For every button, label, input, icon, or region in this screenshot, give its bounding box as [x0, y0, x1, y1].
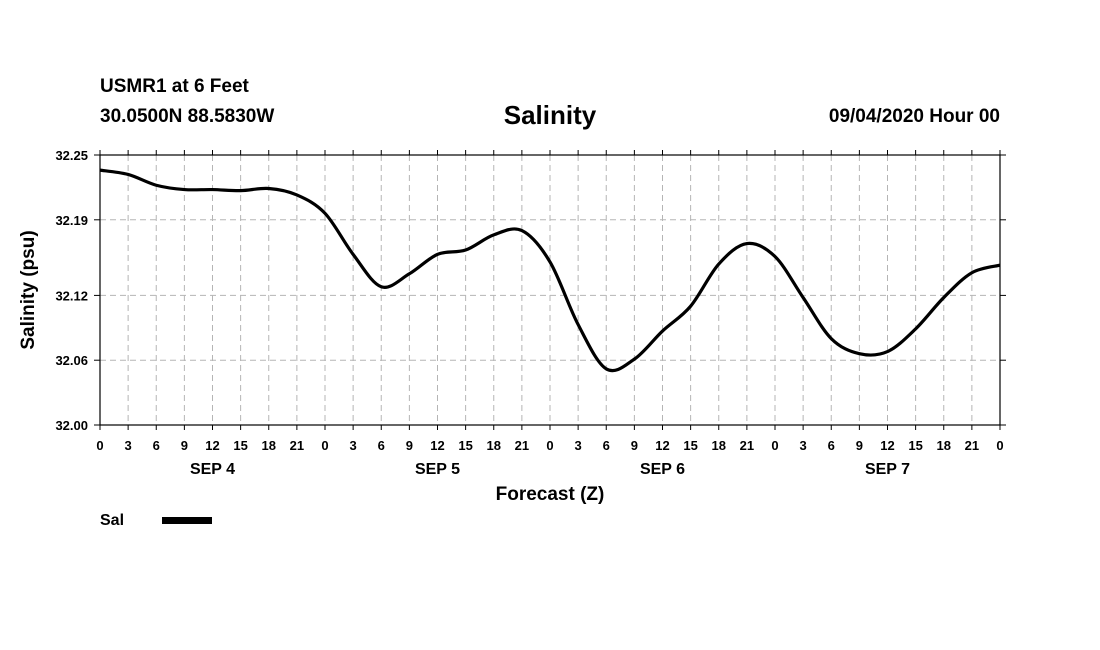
y-tick-label: 32.25	[55, 148, 88, 163]
station-coordinates: 30.0500N 88.5830W	[100, 106, 275, 127]
x-tick-label: 12	[655, 438, 669, 453]
x-tick-label: 0	[771, 438, 778, 453]
series-line-sal	[99, 168, 1001, 373]
day-label: SEP 6	[640, 461, 685, 478]
y-axis-ticks: 32.00 32.06 32.12 32.19 32.25	[55, 148, 1006, 433]
x-tick-label: 3	[800, 438, 807, 453]
x-tick-label: 3	[125, 438, 132, 453]
y-axis-label: Salinity (psu)	[18, 230, 39, 349]
day-label: SEP 7	[865, 461, 910, 478]
x-tick-label: 12	[880, 438, 894, 453]
x-tick-label: 3	[350, 438, 357, 453]
x-tick-label: 15	[458, 438, 472, 453]
x-tick-label: 9	[631, 438, 638, 453]
day-label: SEP 4	[190, 461, 235, 478]
x-axis-ticks: 0 3 6 9 12 15 18 21 0 3 6 9 12 15 18 21 0 3 6 9 12 15 18 21 0 3 6 9…	[96, 150, 1004, 453]
y-tick-label: 32.00	[55, 418, 88, 433]
station-label: USMR1 at 6 Feet	[100, 76, 249, 97]
x-tick-label: 21	[515, 438, 529, 453]
x-tick-label: 12	[430, 438, 444, 453]
x-tick-label: 18	[712, 438, 726, 453]
y-tick-label: 32.19	[55, 213, 88, 228]
x-tick-label: 9	[856, 438, 863, 453]
x-tick-label: 12	[205, 438, 219, 453]
chart-title: Salinity	[503, 100, 597, 130]
x-axis-label: Forecast (Z)	[496, 484, 605, 505]
y-tick-label: 32.06	[55, 353, 88, 368]
day-label: SEP 5	[415, 461, 460, 478]
x-tick-label: 6	[828, 438, 835, 453]
x-tick-label: 0	[321, 438, 328, 453]
x-tick-label: 6	[153, 438, 160, 453]
x-tick-label: 9	[406, 438, 413, 453]
legend-swatch-sal	[162, 517, 212, 524]
y-tick-label: 32.12	[55, 288, 88, 303]
x-tick-label: 9	[181, 438, 188, 453]
x-tick-label: 21	[965, 438, 979, 453]
x-tick-label: 18	[937, 438, 951, 453]
x-tick-label: 6	[603, 438, 610, 453]
x-tick-label: 18	[262, 438, 276, 453]
x-tick-label: 0	[96, 438, 103, 453]
x-tick-label: 21	[290, 438, 304, 453]
x-tick-label: 15	[683, 438, 697, 453]
x-tick-label: 0	[996, 438, 1003, 453]
x-tick-label: 21	[740, 438, 754, 453]
x-tick-label: 18	[487, 438, 501, 453]
day-labels: SEP 4 SEP 5 SEP 6 SEP 7	[190, 461, 910, 478]
x-tick-label: 0	[546, 438, 553, 453]
x-tick-label: 15	[233, 438, 247, 453]
x-tick-label: 15	[908, 438, 922, 453]
grid	[100, 155, 1000, 425]
x-tick-label: 3	[575, 438, 582, 453]
legend-label-sal: Sal	[100, 512, 124, 529]
forecast-issue-time: 09/04/2020 Hour 00	[828, 106, 1000, 127]
x-tick-label: 6	[378, 438, 385, 453]
series-layer	[99, 168, 1001, 373]
legend: Sal	[100, 512, 212, 529]
